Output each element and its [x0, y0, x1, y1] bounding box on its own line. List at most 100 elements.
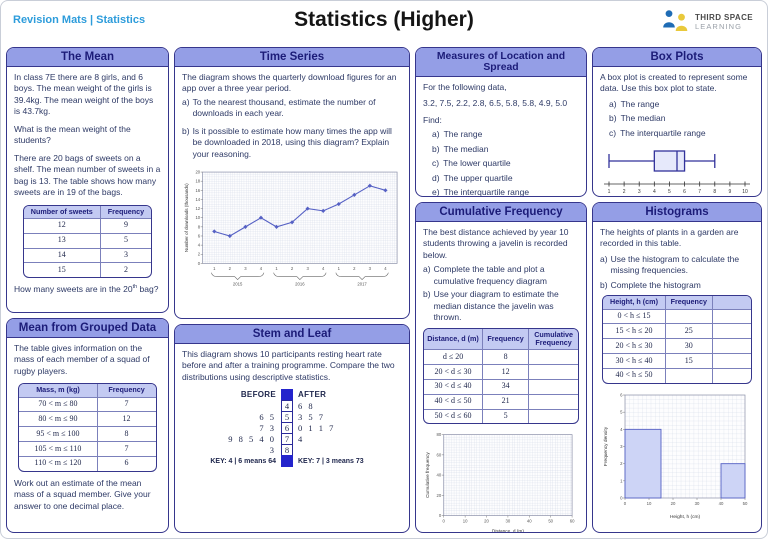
breadcrumb[interactable]: Revision Mats | Statistics: [13, 14, 146, 26]
table-cell-empty[interactable]: [528, 364, 578, 380]
stem-leaf-key-before: KEY: 4 | 6 means 64: [210, 457, 276, 465]
svg-text:3: 3: [638, 189, 641, 195]
mean-paragraph-3: There are 20 bags of sweets on a shelf. …: [14, 152, 161, 198]
svg-text:40: 40: [437, 473, 442, 478]
table-cell-empty[interactable]: [711, 367, 751, 383]
svg-text:18: 18: [195, 179, 200, 184]
logo-text: THIRD SPACE LEARNING: [695, 13, 753, 31]
table-header: Number of sweets: [23, 205, 101, 219]
table-cell: d ≤ 20: [424, 349, 483, 365]
histograms-question-a: a) Use the histogram to calculate the mis…: [600, 253, 740, 276]
stem-leaf-row: 3 8: [189, 444, 395, 457]
header: Revision Mats | Statistics Statistics (H…: [1, 1, 767, 47]
panel-cumulative-frequency: Cumulative Frequency The best distance a…: [415, 202, 587, 533]
svg-text:40: 40: [527, 519, 532, 524]
svg-text:Height, h (cm): Height, h (cm): [670, 514, 701, 520]
table-cell: 40 < h ≤ 50: [603, 367, 666, 383]
panel-box-plots-title: Box Plots: [593, 48, 761, 67]
panel-stem-and-leaf: Stem and Leaf This diagram shows 10 part…: [174, 324, 410, 533]
svg-text:2: 2: [353, 266, 356, 271]
table-cell: 0 < h ≤ 15: [603, 308, 666, 324]
svg-text:4: 4: [322, 266, 325, 271]
measures-data-values: 3.2, 7.5, 2.2, 2.8, 6.5, 5.8, 5.8, 4.9, …: [423, 98, 568, 109]
svg-text:8: 8: [713, 189, 716, 195]
histogram-chart: 0 1 2 3 4 5 6 0 10 20 30 40 50 Height, h (cm) Frequenc…: [603, 392, 748, 520]
table-cell: 12: [23, 217, 101, 234]
svg-text:2: 2: [291, 266, 294, 271]
table-cell: 40 < d ≤ 50: [424, 393, 483, 409]
svg-text:1: 1: [620, 478, 623, 483]
mean-paragraph-2: What is the mean weight of the students?: [14, 123, 131, 146]
table-cell: 15: [23, 262, 101, 278]
svg-text:16: 16: [195, 188, 200, 193]
table-cell-empty[interactable]: [528, 378, 578, 395]
svg-text:6: 6: [198, 234, 201, 239]
svg-text:30: 30: [695, 501, 700, 506]
svg-text:Number of downloads (thousands: Number of downloads (thousands): [184, 183, 189, 252]
svg-text:10: 10: [742, 189, 748, 195]
table-cell: 6: [96, 455, 156, 471]
svg-text:1: 1: [338, 266, 341, 271]
time-series-paragraph: The diagram shows the quarterly download…: [182, 72, 397, 94]
plant-heights-table: Height, h (cm) Frequency 0 < h ≤ 15 15 <…: [602, 295, 752, 384]
svg-text:0: 0: [198, 261, 201, 266]
svg-text:3: 3: [620, 444, 623, 449]
svg-text:4: 4: [620, 426, 623, 431]
table-cell-empty[interactable]: [711, 338, 751, 354]
table-cell: 30: [664, 338, 713, 354]
cumulative-question-a: a) Complete the table and plot a cumulati…: [423, 264, 547, 286]
table-header-empty: [711, 296, 751, 310]
time-series-question-b: b) Is it possible to estimate how many ti…: [182, 125, 392, 159]
page-title: Statistics (Higher): [294, 8, 474, 31]
svg-text:0: 0: [439, 513, 442, 518]
table-cell-empty[interactable]: [528, 393, 578, 409]
mean-paragraph-1: In class 7E there are 8 girls, and 6 boy…: [14, 72, 154, 117]
svg-text:4: 4: [198, 243, 201, 248]
third-space-learning-logo: THIRD SPACE LEARNING: [662, 9, 753, 34]
svg-text:Frequency density: Frequency density: [603, 426, 609, 466]
svg-text:14: 14: [195, 197, 200, 202]
svg-text:20: 20: [437, 493, 442, 498]
svg-text:20: 20: [484, 519, 489, 524]
table-header: Distance, d (m): [424, 328, 483, 350]
table-cell: 30 < d ≤ 40: [424, 378, 483, 395]
panel-time-series-title: Time Series: [175, 48, 409, 67]
panel-the-mean-title: The Mean: [7, 48, 168, 67]
table-cell: 50 < d ≤ 60: [424, 408, 483, 424]
table-cell-empty[interactable]: [528, 408, 578, 424]
svg-text:5: 5: [620, 409, 623, 414]
table-cell-empty[interactable]: [711, 323, 751, 339]
mass-frequency-table: Mass, m (kg) Frequency 70 < m ≤ 80 7 80 <…: [18, 383, 157, 472]
box-plot-diagram: 1 2 3 4 5 6 7 8 9 10: [604, 150, 750, 195]
logo-line2: LEARNING: [694, 21, 743, 31]
svg-text:4: 4: [653, 189, 656, 195]
svg-text:50: 50: [743, 501, 748, 506]
table-cell-empty[interactable]: [711, 353, 751, 369]
table-cell: 105 < m ≤ 110: [19, 441, 98, 457]
after-label: AFTER: [298, 390, 327, 399]
mean-question: How many sweets are in the 20th bag?: [14, 284, 159, 295]
measures-item-b: b) The median: [432, 143, 489, 154]
table-header: Frequency: [96, 384, 156, 398]
svg-text:40: 40: [719, 501, 724, 506]
measures-paragraph: For the following data,: [423, 82, 507, 92]
svg-text:Cumulative frequency: Cumulative frequency: [425, 452, 431, 498]
stem-leaf-paragraph: This diagram shows 10 participants resti…: [182, 349, 395, 382]
svg-text:80: 80: [437, 432, 442, 437]
table-cell-empty[interactable]: [711, 308, 751, 324]
table-cell: 20 < h ≤ 30: [603, 338, 666, 354]
table-header: Height, h (cm): [603, 296, 666, 310]
table-cell: 80 < m ≤ 90: [19, 411, 98, 427]
table-cell: 9: [99, 217, 152, 234]
measures-item-a: a) The range: [432, 129, 483, 140]
panel-histograms: Histograms The heights of plants in a ga…: [592, 202, 762, 533]
table-cell-empty[interactable]: [528, 349, 578, 365]
panel-grouped-title: Mean from Grouped Data: [7, 319, 168, 338]
table-cell-empty[interactable]: [664, 308, 713, 324]
table-cell: 15 < h ≤ 20: [603, 323, 666, 339]
table-cell: 21: [482, 393, 529, 409]
table-cell-empty[interactable]: [664, 367, 713, 383]
svg-text:1: 1: [275, 266, 278, 271]
panel-mean-grouped-data: Mean from Grouped Data The table gives i…: [6, 318, 169, 533]
